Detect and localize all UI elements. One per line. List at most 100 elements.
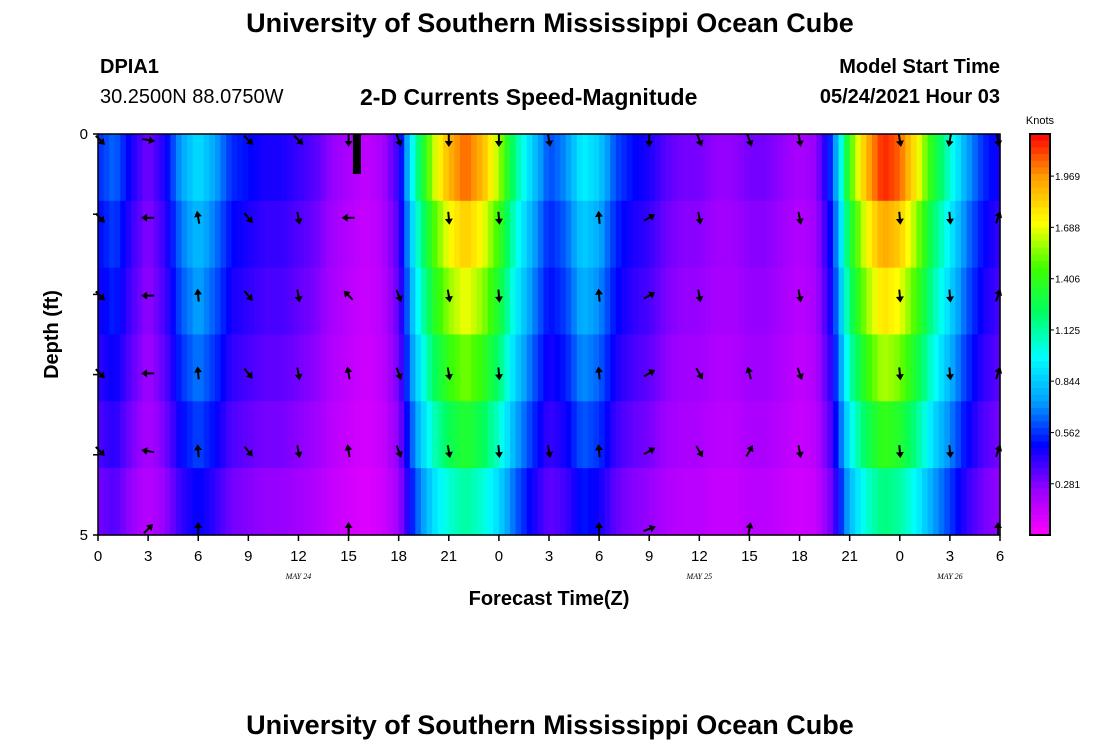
heatmap-cell <box>749 468 756 536</box>
heatmap-cell <box>560 267 567 336</box>
heatmap-cell <box>220 200 227 269</box>
heatmap-cell <box>571 267 578 336</box>
heatmap-cell <box>459 468 467 536</box>
heatmap-cell <box>443 267 450 336</box>
colorbar-segment <box>1030 387 1050 396</box>
heatmap-cell <box>337 267 344 336</box>
heatmap-cell <box>660 334 667 402</box>
heatmap-cell <box>599 334 606 402</box>
heatmap-cell <box>721 267 728 336</box>
heatmap-cell <box>342 134 350 202</box>
heatmap-cell <box>587 401 595 469</box>
colorbar-segment <box>1030 214 1050 222</box>
heatmap-cell <box>164 334 171 402</box>
heatmap-cell <box>805 401 812 469</box>
heatmap-cell <box>376 134 383 202</box>
heatmap-cell <box>983 468 990 536</box>
y-tick-label: 0 <box>80 126 88 143</box>
heatmap-cell <box>265 267 272 336</box>
heatmap-cell <box>760 468 767 536</box>
heatmap-cell <box>955 267 962 336</box>
x-tick-label: 3 <box>144 548 152 565</box>
heatmap-cell <box>732 134 739 202</box>
heatmap-cell <box>816 200 823 269</box>
heatmap-cell <box>309 134 316 202</box>
heatmap-cell <box>838 334 845 402</box>
colorbar-segment <box>1030 134 1050 142</box>
heatmap-cell <box>549 468 556 536</box>
heatmap-cell <box>331 468 339 536</box>
heatmap-cell <box>387 134 394 202</box>
heatmap-cell <box>899 134 906 202</box>
heatmap-cell <box>994 401 1001 469</box>
heatmap-cell <box>721 401 728 469</box>
heatmap-cell <box>771 334 778 402</box>
heatmap-cell <box>755 134 762 202</box>
current-arrow <box>243 368 253 379</box>
heatmap-cell <box>337 134 344 202</box>
heatmap-cell <box>871 134 879 202</box>
heatmap-cell <box>315 334 322 402</box>
heatmap-cell <box>120 267 127 336</box>
heatmap-cell <box>793 401 801 469</box>
current-arrow <box>545 133 554 147</box>
heatmap-cell <box>354 267 361 336</box>
heatmap-cell <box>331 200 339 269</box>
current-arrow <box>194 522 203 535</box>
heatmap-cell <box>660 468 667 536</box>
heatmap-cell <box>632 134 639 202</box>
colorbar-segment <box>1030 140 1050 148</box>
heatmap-cell <box>292 134 300 202</box>
heatmap-cell <box>437 334 444 402</box>
heatmap-cell <box>304 468 311 536</box>
x-tick-label: 0 <box>94 548 102 565</box>
heatmap-cell <box>749 200 756 269</box>
heatmap-cell <box>988 334 996 402</box>
heatmap-cell <box>432 334 439 402</box>
heatmap-cell <box>983 267 990 336</box>
heatmap-cell <box>532 200 539 269</box>
heatmap-cell <box>109 200 116 269</box>
heatmap-cell <box>716 267 723 336</box>
heatmap-cell <box>727 267 734 336</box>
heatmap-cell <box>465 200 472 269</box>
heatmap-cell <box>805 200 812 269</box>
heatmap-cell <box>292 334 300 402</box>
heatmap-cell <box>766 267 773 336</box>
heatmap-cell <box>164 200 171 269</box>
heatmap-cell <box>883 468 890 536</box>
heatmap-cell <box>766 401 773 469</box>
heatmap-cell <box>181 401 188 469</box>
heatmap-cell <box>838 267 845 336</box>
heatmap-cell <box>738 267 745 336</box>
heatmap-cell <box>493 401 500 469</box>
colorbar-segment <box>1030 281 1050 289</box>
heatmap-cell <box>565 200 572 269</box>
heatmap-cell <box>281 134 288 202</box>
heatmap-cell <box>365 200 372 269</box>
heatmap-cell <box>871 401 879 469</box>
heatmap-cell <box>543 468 550 536</box>
heatmap-cell <box>615 267 622 336</box>
heatmap-cell <box>927 468 934 536</box>
heatmap-cell <box>510 267 517 336</box>
heatmap-cell <box>281 468 288 536</box>
current-arrow <box>946 367 954 381</box>
heatmap-cell <box>242 401 249 469</box>
heatmap-cell <box>153 200 160 269</box>
heatmap-cell <box>677 134 684 202</box>
heatmap-cell <box>916 200 923 269</box>
heatmap-cell <box>832 267 840 336</box>
heatmap-cell <box>677 200 684 269</box>
heatmap-cell <box>699 334 706 402</box>
current-arrow <box>895 445 904 459</box>
heatmap-cell <box>821 334 828 402</box>
current-arrow <box>745 522 754 536</box>
heatmap-cell <box>281 334 288 402</box>
heatmap-cell <box>649 334 656 402</box>
heatmap-cell <box>387 267 394 336</box>
heatmap-cell <box>348 267 355 336</box>
heatmap-cell <box>732 468 739 536</box>
heatmap-cell <box>983 134 990 202</box>
heatmap-cell <box>571 200 578 269</box>
